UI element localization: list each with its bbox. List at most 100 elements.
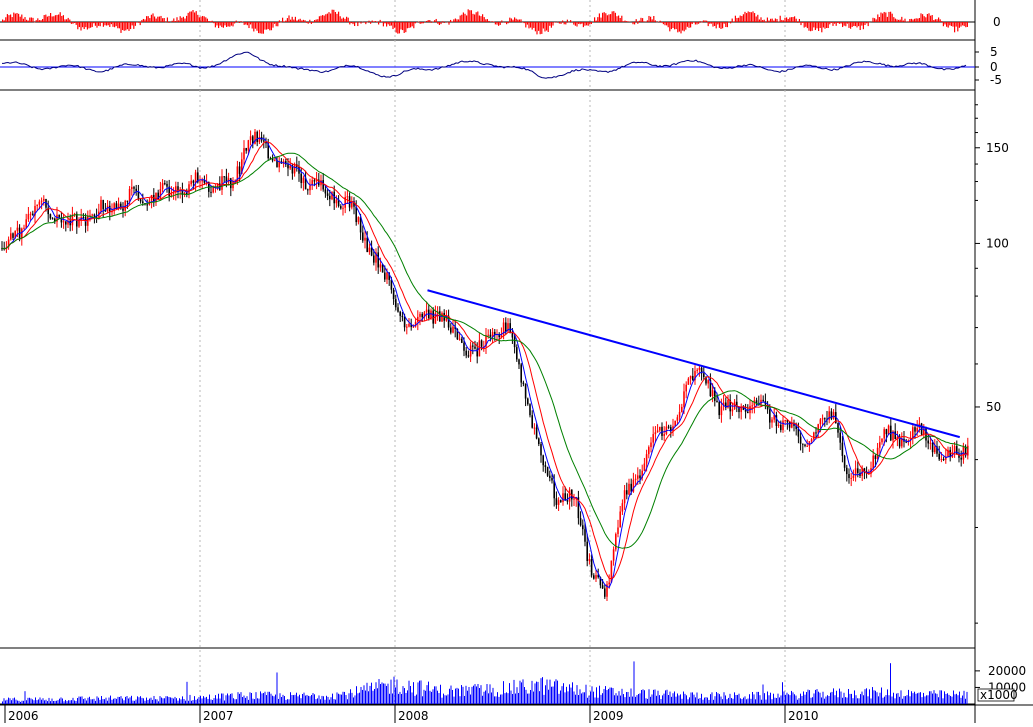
volume-bar: [479, 688, 480, 704]
candle-body: [230, 178, 232, 188]
histogram-bar: [231, 22, 232, 26]
histogram-bar: [783, 20, 784, 22]
volume-bar: [265, 692, 266, 704]
histogram-bar: [314, 20, 315, 22]
histogram-bar: [511, 18, 512, 22]
volume-bar: [260, 691, 261, 704]
volume-bar: [47, 701, 48, 704]
histogram-bar: [340, 16, 341, 22]
histogram-bar: [210, 21, 211, 22]
candle-body: [589, 559, 591, 561]
candle-body: [336, 200, 338, 204]
volume-bar: [256, 692, 257, 704]
volume-bar: [775, 698, 776, 704]
volume-bar: [656, 696, 657, 704]
histogram-bar: [648, 16, 649, 22]
histogram-bar: [744, 12, 745, 22]
histogram-bar: [642, 18, 643, 22]
histogram-bar: [840, 22, 841, 24]
histogram-bar: [613, 11, 614, 22]
candle-body: [549, 476, 551, 478]
volume-bar: [67, 701, 68, 704]
histogram-bar: [428, 20, 429, 22]
volume-bar: [182, 696, 183, 704]
volume-bar: [485, 691, 486, 704]
volume-bar: [286, 700, 287, 704]
histogram-bar: [776, 19, 777, 22]
volume-bar: [754, 694, 755, 704]
histogram-bar: [189, 12, 190, 22]
volume-bar: [881, 688, 882, 704]
histogram-bar: [672, 22, 673, 28]
volume-bar: [679, 695, 680, 704]
histogram-bar: [925, 17, 926, 22]
volume-bar: [691, 692, 692, 704]
volume-bar: [16, 700, 17, 704]
histogram-bar: [639, 21, 640, 22]
histogram-bar: [954, 22, 955, 32]
volume-bar: [847, 698, 848, 704]
candle-body: [340, 206, 342, 208]
histogram-bar: [680, 22, 681, 33]
histogram-bar: [965, 22, 966, 27]
histogram-bar: [148, 16, 149, 22]
volume-bar: [86, 701, 87, 704]
histogram-bar: [343, 18, 344, 22]
volume-bar: [757, 692, 758, 704]
histogram-bar: [276, 22, 277, 26]
volume-bar: [481, 685, 482, 704]
histogram-bar: [741, 16, 742, 22]
volume-bar: [127, 696, 128, 704]
histogram-bar: [311, 22, 312, 24]
volume-bar: [604, 689, 605, 704]
volume-bar: [352, 693, 353, 704]
volume-bar: [116, 699, 117, 704]
histogram-bar: [436, 19, 437, 22]
volume-bar: [505, 693, 506, 704]
volume-bar: [724, 692, 725, 704]
candle-body: [703, 373, 705, 377]
volume-bar: [34, 700, 35, 704]
histogram-bar: [549, 22, 550, 26]
histogram-bar: [264, 22, 265, 30]
histogram-bar: [552, 22, 553, 26]
volume-bar: [889, 695, 890, 704]
volume-bar: [457, 688, 458, 704]
volume-bar: [664, 694, 665, 704]
histogram-bar: [112, 22, 113, 27]
histogram-bar: [946, 22, 947, 27]
candle-body: [927, 440, 929, 443]
volume-bar: [350, 689, 351, 704]
histogram-bar: [856, 22, 857, 27]
volume-bar: [698, 699, 699, 704]
histogram-bar: [591, 22, 592, 24]
histogram-bar: [224, 22, 225, 25]
histogram-bar: [706, 21, 707, 22]
histogram-bar: [810, 22, 811, 31]
histogram-bar: [228, 22, 229, 26]
oscillator-y-tick: -5: [990, 73, 1002, 87]
histogram-bar: [328, 12, 329, 22]
candle-body: [91, 215, 93, 216]
volume-bar: [331, 697, 332, 704]
histogram-bar: [698, 22, 699, 24]
volume-bar: [230, 694, 231, 704]
histogram-bar: [661, 22, 662, 23]
volume-bar: [851, 694, 852, 704]
volume-bar: [563, 683, 564, 704]
histogram-bar: [399, 22, 400, 33]
histogram-bar: [666, 22, 667, 25]
candle-body: [195, 172, 197, 182]
histogram-bar: [866, 22, 867, 23]
histogram-bar: [453, 19, 454, 22]
histogram-bar: [618, 16, 619, 22]
histogram-bar: [904, 19, 905, 22]
volume-bar: [599, 686, 600, 704]
volume-bar: [731, 698, 732, 704]
histogram-bar: [551, 22, 552, 28]
histogram-bar: [562, 21, 563, 22]
histogram-bar: [12, 17, 13, 22]
volume-bar: [517, 687, 518, 704]
histogram-bar: [37, 18, 38, 22]
